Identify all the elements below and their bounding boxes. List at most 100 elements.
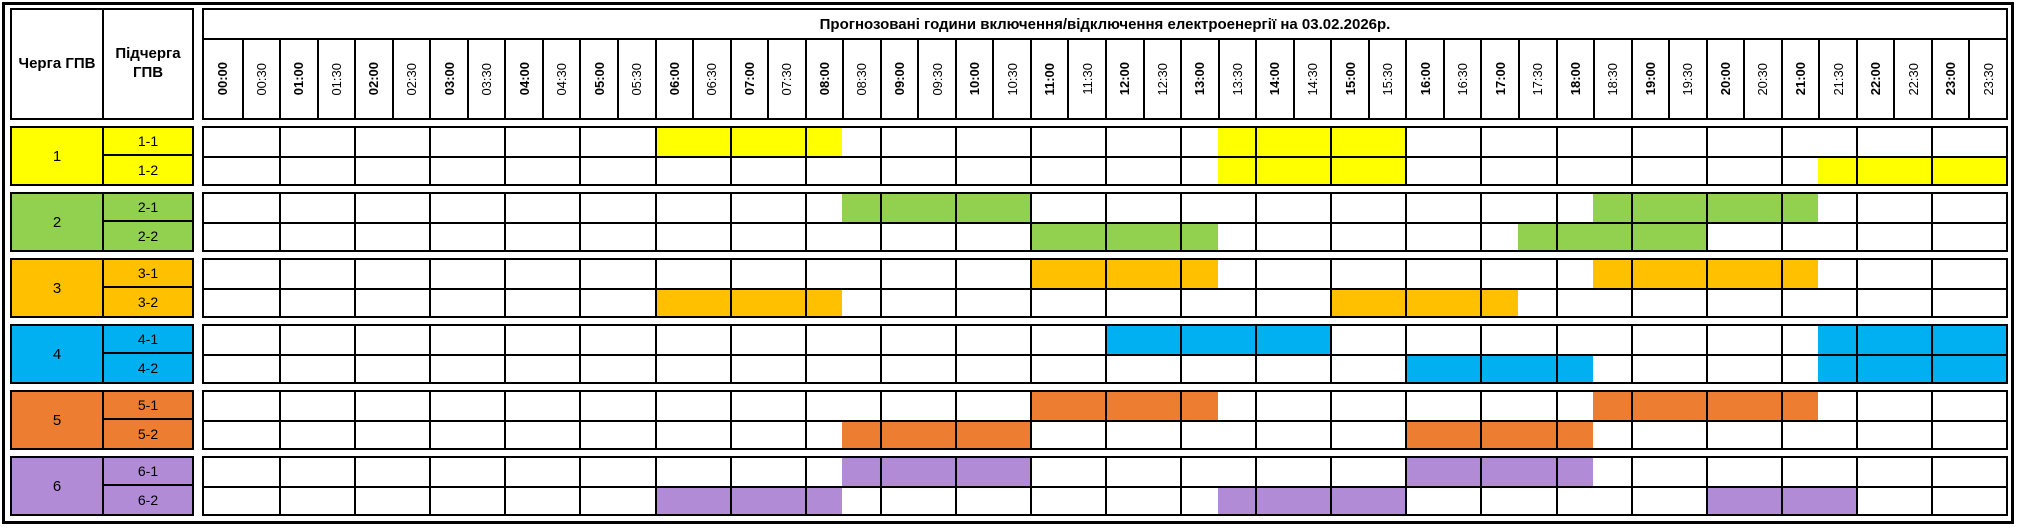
schedule-cell bbox=[1368, 422, 1406, 448]
schedule-cell bbox=[1518, 392, 1556, 420]
schedule-cell bbox=[1930, 392, 1969, 420]
schedule-cell bbox=[1293, 194, 1331, 222]
schedule-cell bbox=[1930, 326, 1969, 354]
schedule-cell bbox=[467, 356, 505, 382]
schedule-cell bbox=[317, 326, 355, 354]
time-label: 04:00 bbox=[516, 62, 532, 96]
time-label-cell: 23:30 bbox=[1968, 40, 2006, 118]
schedule-cell bbox=[279, 422, 317, 448]
schedule-cell bbox=[1480, 458, 1518, 486]
schedule-cell bbox=[392, 194, 430, 222]
schedule-cell bbox=[1480, 326, 1518, 354]
schedule-cell bbox=[392, 260, 430, 288]
schedule-cell bbox=[1555, 260, 1594, 288]
schedule-cell bbox=[429, 290, 467, 316]
schedule-cell bbox=[1780, 326, 1819, 354]
schedule-cell bbox=[1893, 392, 1931, 420]
schedule-cell bbox=[429, 260, 467, 288]
time-label: 19:30 bbox=[1680, 62, 1696, 96]
schedule-cell bbox=[317, 488, 355, 514]
schedule-cell bbox=[954, 488, 993, 514]
schedule-cell bbox=[542, 458, 580, 486]
time-label-cell: 18:30 bbox=[1593, 40, 1631, 118]
schedule-cell bbox=[1142, 392, 1181, 420]
schedule-cell bbox=[1630, 458, 1669, 486]
schedule-cell bbox=[654, 488, 693, 514]
schedule-cell bbox=[1705, 260, 1744, 288]
time-label-cell: 15:30 bbox=[1367, 40, 1406, 118]
time-label: 22:00 bbox=[1868, 62, 1884, 96]
time-label-cell: 00:30 bbox=[241, 40, 280, 118]
time-label: 05:30 bbox=[629, 62, 645, 96]
schedule-cell bbox=[879, 194, 918, 222]
time-label-cell: 23:00 bbox=[1930, 40, 1969, 118]
schedule-cell bbox=[1443, 260, 1481, 288]
time-label: 04:30 bbox=[554, 62, 570, 96]
schedule-cell bbox=[654, 458, 693, 486]
time-label: 16:00 bbox=[1417, 62, 1433, 96]
schedule-cell bbox=[879, 326, 918, 354]
schedule-cell bbox=[1142, 224, 1181, 250]
schedule-cell bbox=[1893, 356, 1931, 382]
schedule-cell bbox=[354, 260, 392, 288]
time-label: 05:00 bbox=[591, 62, 607, 96]
schedule-cell bbox=[842, 158, 880, 184]
time-label-cell: 09:30 bbox=[917, 40, 955, 118]
schedule-cell bbox=[579, 422, 617, 448]
schedule-cell bbox=[1067, 356, 1105, 382]
schedule-cell bbox=[1668, 158, 1706, 184]
schedule-cell bbox=[1630, 194, 1669, 222]
schedule-cell bbox=[1293, 422, 1331, 448]
schedule-cell bbox=[654, 392, 693, 420]
schedule-cell bbox=[1968, 392, 2006, 420]
schedule-cell bbox=[1593, 356, 1631, 382]
time-label: 02:00 bbox=[366, 62, 382, 96]
schedule-cell bbox=[1630, 158, 1669, 184]
schedule-cell bbox=[1630, 290, 1669, 316]
schedule-cell bbox=[1405, 128, 1443, 156]
schedule-cell bbox=[579, 326, 617, 354]
schedule-cell bbox=[692, 260, 730, 288]
schedule-cell bbox=[1555, 488, 1594, 514]
queue-block-4: 4 4-1 4-2 bbox=[10, 324, 194, 384]
schedule-cell bbox=[992, 158, 1030, 184]
queue-number: 2 bbox=[12, 194, 104, 250]
schedule-cell bbox=[729, 392, 768, 420]
schedule-cell bbox=[804, 290, 843, 316]
schedule-cell bbox=[1630, 488, 1669, 514]
time-label-cell: 04:00 bbox=[504, 40, 542, 118]
time-label: 00:30 bbox=[253, 62, 269, 96]
schedule-cell bbox=[1593, 158, 1631, 184]
schedule-cell bbox=[767, 356, 805, 382]
schedule-cell bbox=[1330, 488, 1368, 514]
schedule-cell bbox=[654, 422, 693, 448]
schedule-cell bbox=[1930, 224, 1969, 250]
schedule-cell bbox=[504, 392, 542, 420]
schedule-cell bbox=[1105, 290, 1143, 316]
time-label: 11:00 bbox=[1042, 62, 1058, 96]
schedule-cell bbox=[467, 326, 505, 354]
schedule-cell bbox=[1818, 326, 1856, 354]
queue-number: 5 bbox=[12, 392, 104, 448]
schedule-cell bbox=[542, 128, 580, 156]
time-label: 12:00 bbox=[1117, 62, 1133, 96]
time-label: 01:30 bbox=[328, 62, 344, 96]
schedule-cell bbox=[992, 260, 1030, 288]
schedule-cell bbox=[1517, 224, 1556, 250]
schedule-cell bbox=[1668, 194, 1706, 222]
schedule-cell bbox=[917, 224, 955, 250]
schedule-cell bbox=[1555, 422, 1594, 448]
subqueue-label: 3-1 bbox=[104, 260, 192, 288]
schedule-cell bbox=[1480, 290, 1518, 316]
schedule-cell bbox=[992, 422, 1030, 448]
schedule-cell bbox=[1855, 260, 1894, 288]
subqueue-label: 4-1 bbox=[104, 326, 192, 354]
schedule-cell bbox=[1218, 260, 1256, 288]
schedule-cell bbox=[917, 422, 955, 448]
time-label: 17:30 bbox=[1530, 62, 1546, 96]
schedule-cell bbox=[954, 422, 993, 448]
schedule-cell bbox=[1330, 128, 1368, 156]
schedule-cell bbox=[1480, 422, 1518, 448]
schedule-cell bbox=[279, 488, 317, 514]
schedule-cell bbox=[1105, 128, 1143, 156]
